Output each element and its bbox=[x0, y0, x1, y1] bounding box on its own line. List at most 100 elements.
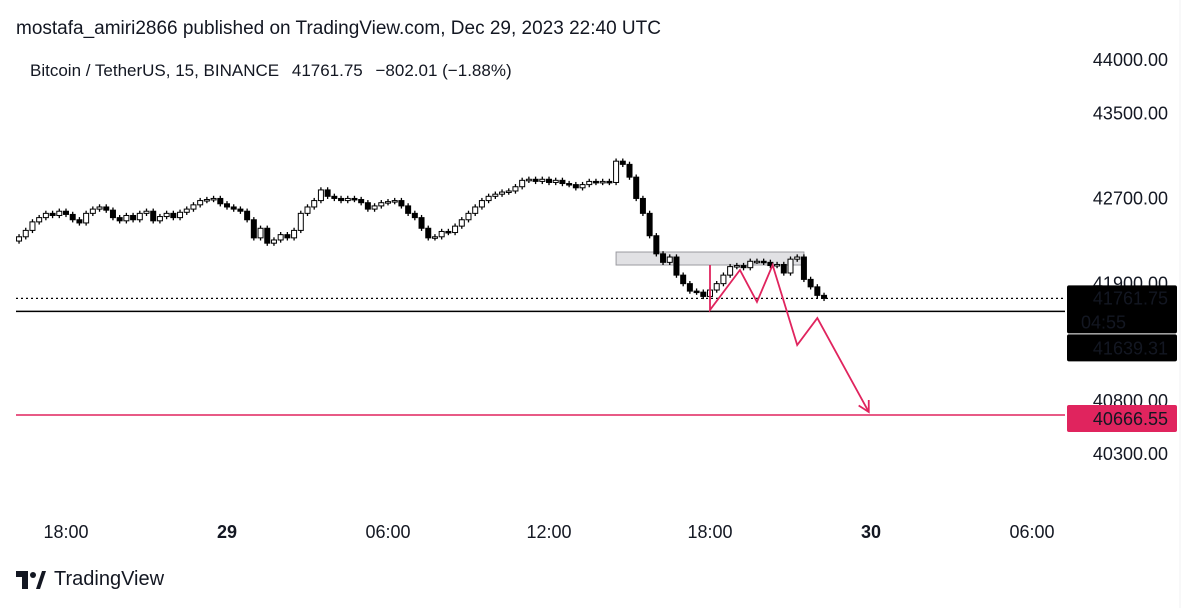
candle-body bbox=[76, 219, 83, 224]
candle-body bbox=[693, 290, 700, 294]
candle-body bbox=[22, 229, 29, 238]
x-tick-label: 18:00 bbox=[687, 522, 732, 542]
candle bbox=[713, 280, 720, 293]
candle bbox=[123, 212, 130, 224]
candle-body bbox=[89, 208, 96, 214]
brand: TradingView bbox=[16, 568, 164, 591]
candle-body bbox=[579, 184, 586, 189]
last-price: 41761.75 bbox=[291, 61, 363, 80]
candle-body bbox=[16, 236, 23, 242]
candle bbox=[177, 209, 184, 221]
candle bbox=[760, 258, 767, 266]
candle-body bbox=[673, 256, 680, 276]
candle-body bbox=[143, 210, 150, 214]
candle bbox=[559, 177, 566, 187]
candle bbox=[586, 178, 593, 188]
candle bbox=[552, 177, 559, 186]
candle-body bbox=[599, 180, 606, 184]
candle-body bbox=[619, 160, 626, 165]
candle-body bbox=[606, 180, 613, 184]
target-price-label: 40666.55 bbox=[1093, 409, 1168, 429]
candle-body bbox=[505, 190, 512, 193]
candle bbox=[646, 210, 653, 239]
candle-body bbox=[163, 212, 170, 218]
candle-body bbox=[150, 210, 157, 222]
candle-body bbox=[116, 217, 123, 222]
candle-body bbox=[42, 212, 49, 219]
candle bbox=[324, 187, 331, 199]
candle-body bbox=[639, 197, 646, 214]
candle-body bbox=[170, 212, 177, 219]
candle bbox=[572, 181, 579, 191]
candle-body bbox=[546, 178, 552, 183]
candle-body bbox=[331, 195, 338, 199]
candle-body bbox=[177, 211, 184, 219]
candle bbox=[599, 178, 606, 186]
candle-body bbox=[438, 230, 445, 238]
candle bbox=[673, 254, 680, 278]
candle bbox=[284, 231, 291, 241]
candle bbox=[686, 280, 693, 294]
candle-body bbox=[210, 197, 217, 201]
candle-body bbox=[472, 206, 479, 214]
candle bbox=[89, 206, 96, 217]
candle-body bbox=[733, 265, 740, 268]
candle bbox=[821, 292, 828, 302]
candle bbox=[465, 210, 472, 223]
candle bbox=[425, 225, 432, 241]
candle-body bbox=[418, 217, 425, 229]
candle-body bbox=[36, 217, 43, 223]
candle bbox=[358, 196, 365, 206]
candle bbox=[103, 204, 110, 213]
candle bbox=[727, 263, 734, 278]
candle bbox=[344, 195, 351, 204]
candle-body bbox=[270, 239, 277, 244]
candle bbox=[753, 258, 760, 264]
candle bbox=[317, 187, 324, 204]
candle-body bbox=[284, 234, 291, 239]
candle-body bbox=[109, 209, 116, 219]
candle bbox=[639, 195, 646, 217]
candle-body bbox=[190, 204, 197, 210]
candle-body bbox=[727, 266, 734, 276]
candle-body bbox=[499, 191, 506, 195]
candle bbox=[579, 181, 586, 191]
x-tick-label: 06:00 bbox=[365, 522, 410, 542]
candle-body bbox=[136, 212, 143, 221]
countdown-label: 04:55 bbox=[1081, 312, 1126, 332]
candle bbox=[458, 217, 465, 229]
candle-body bbox=[807, 278, 814, 288]
candle bbox=[666, 254, 673, 266]
candle-body bbox=[660, 253, 667, 263]
y-tick-label: 44000.00 bbox=[1093, 50, 1168, 70]
candle bbox=[391, 197, 398, 205]
candle-body bbox=[49, 212, 56, 216]
candle-body bbox=[156, 216, 163, 222]
candle bbox=[250, 217, 257, 241]
candle bbox=[170, 210, 177, 221]
candle bbox=[660, 251, 667, 266]
candles bbox=[16, 158, 828, 302]
candle-body bbox=[277, 234, 284, 241]
candle-body bbox=[633, 176, 640, 199]
candle-body bbox=[304, 206, 311, 214]
candle-body bbox=[686, 283, 693, 292]
candle bbox=[69, 211, 76, 223]
candle-body bbox=[720, 274, 727, 285]
candle-body bbox=[680, 274, 687, 285]
candle bbox=[143, 208, 150, 217]
candle bbox=[63, 208, 69, 218]
y-tick-label: 42700.00 bbox=[1093, 188, 1168, 208]
candle bbox=[264, 225, 271, 246]
candle-body bbox=[740, 265, 747, 269]
candle-body bbox=[592, 180, 599, 184]
candle-body bbox=[203, 199, 210, 202]
candle bbox=[371, 203, 378, 212]
y-tick-label: 40300.00 bbox=[1093, 444, 1168, 464]
candle-body bbox=[371, 205, 378, 210]
candle bbox=[311, 197, 318, 210]
candle-body bbox=[344, 197, 351, 202]
candle bbox=[780, 261, 787, 276]
candle-body bbox=[431, 236, 438, 239]
